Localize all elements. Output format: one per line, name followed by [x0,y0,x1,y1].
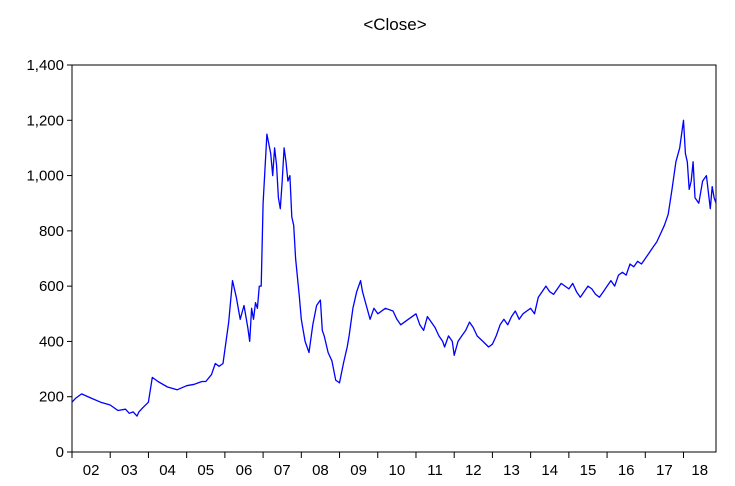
plot-frame [71,64,717,453]
x-tick-label: 06 [236,462,253,479]
x-tick-label: 08 [312,462,329,479]
x-axis: 02 03 04 05 06 07 08 09 10 11 12 13 14 15 16 17 18 [71,452,708,479]
y-tick-label: 400 [39,333,64,350]
x-tick-label: 12 [465,462,482,479]
x-tick-label: 04 [159,462,176,479]
y-tick-label: 0 [56,444,64,461]
y-tick-label: 600 [39,278,64,295]
y-tick-label: 800 [39,223,64,240]
x-tick-label: 16 [618,462,635,479]
close-series-line [71,119,717,417]
x-tick-label: 02 [83,462,100,479]
x-tick-label: 18 [691,462,708,479]
x-tick-label: 05 [197,462,214,479]
chart-title: <Close> [363,15,426,34]
x-tick-label: 14 [541,462,558,479]
x-tick-label: 10 [389,462,406,479]
y-tick-label: 1,000 [26,168,64,185]
x-tick-label: 17 [656,462,673,479]
y-tick-label: 200 [39,389,64,406]
x-tick-label: 11 [427,462,443,479]
x-tick-label: 07 [274,462,291,479]
y-axis: 0 200 400 600 800 1,000 1,200 1,400 [26,57,72,461]
y-tick-label: 1,200 [26,112,64,129]
x-tick-label: 13 [503,462,520,479]
y-tick-label: 1,400 [26,57,64,74]
x-tick-label: 15 [580,462,597,479]
x-tick-label: 09 [350,462,367,479]
x-tick-label: 03 [121,462,138,479]
